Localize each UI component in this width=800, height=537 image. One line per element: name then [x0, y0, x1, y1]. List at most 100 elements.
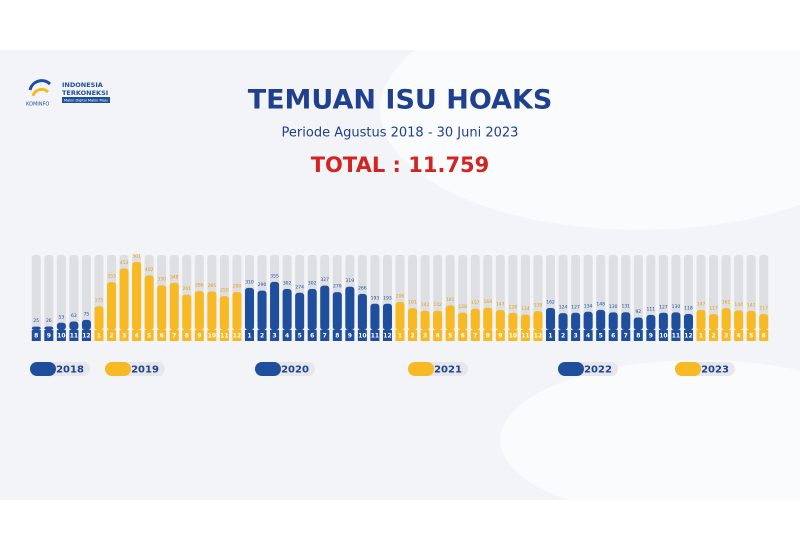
month-box: [144, 330, 154, 341]
bar: [721, 308, 731, 330]
value-label: 353: [107, 274, 116, 280]
value-label: 134: [584, 303, 593, 309]
month-label: 1: [699, 333, 703, 340]
month-box: [520, 330, 530, 341]
month-box: [759, 330, 769, 341]
month-label: 10: [57, 333, 65, 340]
bar: [370, 303, 380, 330]
month-label: 5: [749, 333, 753, 340]
month-label: 9: [47, 333, 51, 340]
bar: [207, 291, 217, 330]
bar: [395, 302, 405, 330]
month-box: [307, 330, 317, 341]
month-box: [445, 330, 455, 341]
month-label: 6: [461, 333, 465, 340]
month-label: 9: [649, 333, 653, 340]
month-box: [182, 330, 192, 341]
value-label: 117: [759, 306, 768, 312]
month-label: 3: [272, 333, 276, 340]
value-label: 193: [371, 295, 380, 301]
logo-tagline: Makin Digital Makin Maju: [64, 99, 108, 103]
track: [558, 255, 568, 330]
value-label: 131: [621, 304, 630, 310]
bar: [696, 310, 706, 330]
value-label: 355: [270, 273, 279, 279]
month-box: [357, 330, 367, 341]
track: [69, 255, 79, 330]
value-label: 279: [333, 284, 342, 290]
month-label: 12: [684, 333, 692, 340]
track: [508, 255, 518, 330]
month-label: 2: [561, 333, 565, 340]
value-label: 141: [747, 302, 756, 308]
month-label: 3: [122, 333, 126, 340]
value-label: 126: [509, 304, 518, 310]
month-box: [31, 330, 41, 341]
month-box: [157, 330, 167, 341]
value-label: 285: [208, 283, 217, 289]
month-box: [583, 330, 593, 341]
legend-swatch: [255, 362, 281, 376]
month-label: 5: [599, 333, 603, 340]
logo: INDONESIA TERKONEKSI Makin Digital Makin…: [26, 79, 110, 108]
logo-text: INDONESIA: [62, 81, 103, 89]
value-label: 139: [534, 303, 543, 309]
bar: [508, 312, 518, 330]
bar: [408, 308, 418, 330]
month-label: 11: [371, 333, 379, 340]
track: [621, 255, 631, 330]
month-box: [709, 330, 719, 341]
bar: [345, 286, 355, 330]
legend-swatch: [30, 362, 56, 376]
month-box: [734, 330, 744, 341]
value-label: 157: [471, 300, 480, 306]
month-label: 12: [534, 333, 542, 340]
bar: [182, 294, 192, 330]
bar: [169, 282, 179, 330]
decor: [500, 360, 800, 520]
month-box: [483, 330, 493, 341]
month-label: 2: [410, 333, 414, 340]
month-label: 2: [260, 333, 264, 340]
month-box: [169, 330, 179, 341]
month-box: [194, 330, 204, 341]
bar: [244, 287, 255, 330]
value-label: 25: [33, 318, 39, 324]
month-label: 9: [197, 333, 201, 340]
month-box: [81, 330, 91, 341]
legend-label: 2021: [434, 365, 462, 376]
value-label: 261: [182, 286, 191, 292]
month-box: [395, 330, 405, 341]
track: [759, 255, 769, 330]
bar: [433, 310, 443, 330]
month-box: [746, 330, 756, 341]
track: [458, 255, 468, 330]
month-box: [420, 330, 430, 341]
bar: [545, 308, 556, 330]
bar: [307, 289, 317, 330]
value-label: 193: [383, 295, 392, 301]
value-label: 53: [58, 314, 64, 320]
bar: [132, 262, 142, 330]
value-label: 127: [659, 304, 668, 310]
bar: [445, 305, 455, 330]
bar: [357, 293, 367, 330]
bar: [583, 311, 593, 330]
month-box: [382, 330, 392, 341]
value-label: 147: [496, 302, 505, 308]
month-box: [219, 330, 229, 341]
value-label: 63: [71, 313, 77, 319]
month-box: [558, 330, 568, 341]
bar: [270, 281, 280, 330]
month-label: 2: [711, 333, 715, 340]
month-label: 6: [611, 333, 615, 340]
decor: [380, 0, 800, 230]
value-label: 302: [283, 281, 292, 287]
month-box: [332, 330, 342, 341]
chart-subtitle: Periode Agustus 2018 - 30 Juni 2023: [282, 126, 519, 141]
legend-swatch: [105, 362, 131, 376]
value-label: 175: [95, 298, 104, 304]
month-label: 8: [486, 333, 490, 340]
bar: [558, 313, 568, 330]
